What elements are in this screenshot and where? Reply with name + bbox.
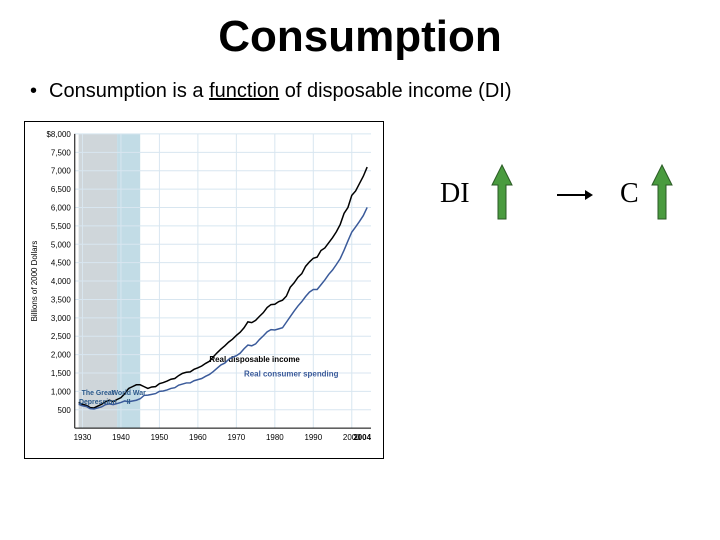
bullet-line: • Consumption is a function of disposabl… [0, 62, 720, 103]
svg-text:1980: 1980 [266, 433, 284, 442]
svg-text:Real disposable income: Real disposable income [209, 355, 300, 364]
svg-text:1940: 1940 [112, 433, 130, 442]
svg-text:5,000: 5,000 [51, 240, 71, 249]
bullet-dot: • [30, 80, 37, 103]
c-label: C [620, 178, 639, 210]
svg-text:5,500: 5,500 [51, 222, 71, 231]
page-title: Consumption [0, 0, 720, 62]
svg-text:1950: 1950 [151, 433, 169, 442]
line-chart: 500 1,000 1,500 2,000 2,500 3,000 3,500 4,000 4,… [25, 122, 383, 458]
bullet-text: Consumption is a function of disposable … [49, 80, 511, 103]
svg-text:6,000: 6,000 [51, 203, 71, 212]
svg-text:Billions of 2000 Dollars: Billions of 2000 Dollars [30, 241, 39, 322]
up-arrow-icon [490, 163, 514, 223]
right-arrow-icon [555, 188, 595, 202]
svg-text:World War: World War [111, 390, 146, 397]
svg-text:3,000: 3,000 [51, 314, 71, 323]
svg-text:2004: 2004 [353, 433, 371, 442]
svg-text:$8,000: $8,000 [47, 130, 72, 139]
svg-text:The Great: The Great [82, 390, 115, 397]
svg-text:1,500: 1,500 [51, 369, 71, 378]
svg-text:500: 500 [58, 406, 72, 415]
content-area: 500 1,000 1,500 2,000 2,500 3,000 3,500 4,000 4,… [0, 103, 720, 503]
bullet-underlined: function [209, 80, 279, 102]
svg-text:2,500: 2,500 [51, 332, 71, 341]
svg-text:4,000: 4,000 [51, 277, 71, 286]
svg-text:Depression: Depression [79, 399, 117, 406]
bullet-suffix: of disposable income (DI) [279, 80, 511, 102]
svg-text:1970: 1970 [228, 433, 246, 442]
svg-text:Real consumer spending: Real consumer spending [244, 370, 339, 379]
svg-text:1990: 1990 [304, 433, 322, 442]
svg-text:3,500: 3,500 [51, 295, 71, 304]
svg-text:2,000: 2,000 [51, 351, 71, 360]
up-arrow-icon [650, 163, 674, 223]
svg-text:1930: 1930 [74, 433, 92, 442]
svg-text:6,500: 6,500 [51, 185, 71, 194]
svg-text:4,500: 4,500 [51, 259, 71, 268]
svg-text:II: II [127, 399, 131, 406]
di-label: DI [440, 178, 470, 210]
chart-container: 500 1,000 1,500 2,000 2,500 3,000 3,500 4,000 4,… [24, 121, 384, 459]
svg-text:1,000: 1,000 [51, 387, 71, 396]
svg-text:7,500: 7,500 [51, 148, 71, 157]
svg-text:7,000: 7,000 [51, 167, 71, 176]
bullet-prefix: Consumption is a [49, 80, 209, 102]
svg-text:1960: 1960 [189, 433, 207, 442]
